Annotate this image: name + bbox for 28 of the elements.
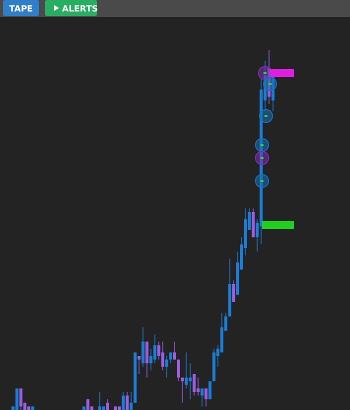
candlestick	[98, 392, 102, 410]
candlestick	[142, 326, 144, 368]
candlestick	[232, 280, 236, 302]
candlestick	[106, 398, 110, 410]
candlestick	[180, 377, 184, 404]
candlestick	[184, 352, 188, 389]
candlestick	[122, 392, 125, 410]
candlestick	[192, 374, 196, 396]
candlestick	[153, 334, 156, 364]
candlestick	[130, 392, 133, 410]
candlestick	[161, 341, 164, 371]
candlestick	[19, 388, 22, 410]
candlestick	[200, 388, 204, 407]
candlestick	[165, 356, 168, 378]
candlestick	[208, 380, 212, 400]
candlestick	[138, 356, 141, 374]
candlestick	[86, 398, 90, 410]
text: ALERTS	[62, 4, 98, 14]
candlestick	[204, 388, 208, 407]
candlestick	[149, 348, 152, 371]
candlestick	[176, 359, 180, 382]
candlestick	[196, 377, 200, 396]
candlestick	[145, 341, 148, 378]
candlestick	[15, 388, 18, 410]
candlestick	[188, 362, 192, 400]
candlestick	[126, 392, 129, 410]
candlestick	[173, 341, 176, 360]
text: TAPE	[9, 4, 34, 14]
